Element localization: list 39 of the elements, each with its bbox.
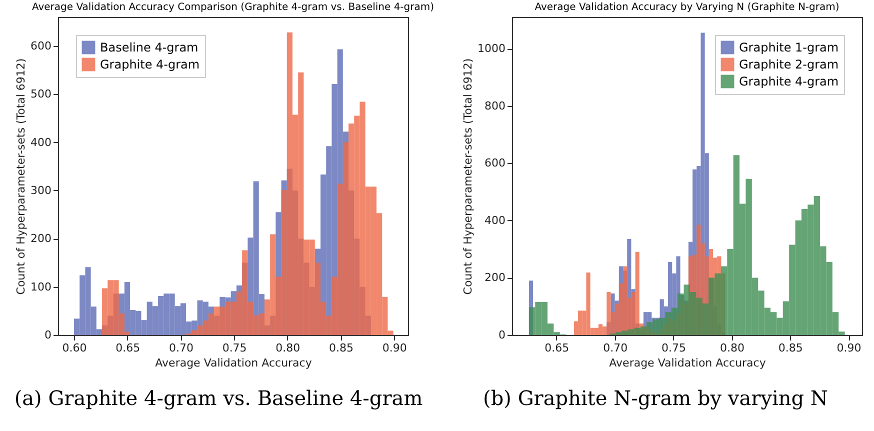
y-tick-label: 0 — [498, 328, 505, 342]
y-axis-title: Count of Hyperparameter-sets (Total 6912) — [14, 58, 28, 295]
legend-label: Graphite 1-gram — [738, 40, 838, 54]
y-tick-label: 300 — [30, 184, 51, 197]
y-tick-label: 400 — [30, 136, 51, 149]
y-tick-label: 100 — [30, 280, 51, 294]
y-tick-label: 600 — [484, 156, 505, 170]
y-tick-label: 200 — [30, 232, 51, 246]
x-tick-label: 0.85 — [328, 342, 354, 354]
x-tick-label: 0.75 — [222, 342, 246, 354]
legend-label: Graphite 4-gram — [738, 74, 838, 88]
x-axis-title: Average Validation Accuracy — [608, 356, 766, 370]
x-axis-title: Average Validation Accuracy — [154, 356, 312, 370]
legend-label: Baseline 4-gram — [100, 40, 198, 54]
y-tick-label: 0 — [44, 328, 51, 342]
legend-label: Graphite 4-gram — [100, 58, 200, 72]
text: (a) Graphite 4-gram vs. Baseline 4-gram — [14, 386, 423, 410]
y-tick-label: 600 — [30, 39, 51, 52]
chart-title: Average Validation Accuracy Comparison (Graphite 4-gram vs. Baseline 4-gram) — [31, 2, 434, 13]
x-tick-label: 0.75 — [661, 342, 686, 354]
x-tick-label: 0.80 — [719, 342, 744, 354]
chart-title: Average Validation Accuracy by Varying N (Graphite N-gram) — [534, 2, 839, 13]
x-tick-label: 0.80 — [275, 342, 300, 354]
y-tick-label: 200 — [484, 271, 505, 284]
x-tick-label: 0.65 — [115, 342, 140, 354]
y-tick-label: 400 — [484, 214, 505, 227]
x-tick-label: 0.60 — [62, 342, 86, 354]
x-tick-label: 0.70 — [168, 342, 193, 354]
x-tick-label: 0.85 — [778, 342, 802, 354]
y-tick-label: 800 — [484, 99, 505, 112]
legend-label: Graphite 2-gram — [738, 58, 838, 72]
x-tick-label: 0.90 — [836, 342, 861, 354]
x-tick-label: 0.65 — [544, 342, 569, 354]
x-tick-label: 0.70 — [602, 342, 628, 354]
text: (b) Graphite N-gram by varying N — [483, 386, 828, 410]
y-axis-title: Count of Hyperparameter-sets (Total 6912) — [461, 58, 474, 295]
y-tick-label: 1000 — [477, 42, 505, 56]
y-tick-label: 500 — [30, 88, 51, 101]
x-tick-label: 0.90 — [382, 342, 406, 354]
